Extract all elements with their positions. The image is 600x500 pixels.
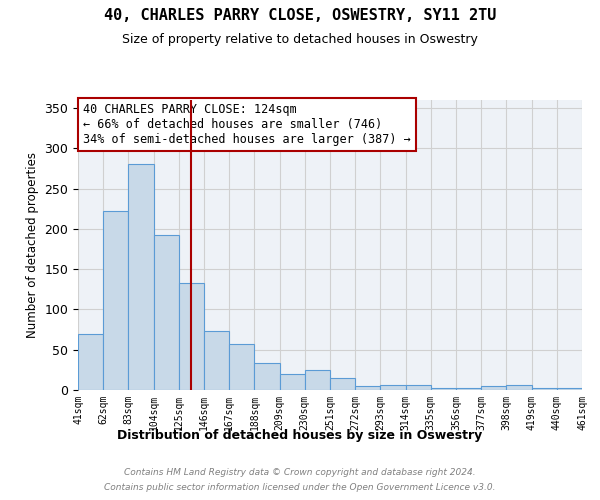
Bar — [532, 388, 557, 390]
Bar — [229, 344, 254, 390]
Bar — [557, 388, 582, 390]
Bar — [179, 283, 204, 390]
Text: Size of property relative to detached houses in Oswestry: Size of property relative to detached ho… — [122, 32, 478, 46]
Bar — [355, 386, 380, 390]
Bar — [305, 370, 330, 390]
Bar — [103, 211, 128, 390]
Bar — [481, 386, 506, 390]
Text: 40, CHARLES PARRY CLOSE, OSWESTRY, SY11 2TU: 40, CHARLES PARRY CLOSE, OSWESTRY, SY11 … — [104, 8, 496, 22]
Bar — [406, 385, 431, 390]
Bar — [154, 234, 179, 390]
Text: 40 CHARLES PARRY CLOSE: 124sqm
← 66% of detached houses are smaller (746)
34% of: 40 CHARLES PARRY CLOSE: 124sqm ← 66% of … — [83, 103, 411, 146]
Text: Contains HM Land Registry data © Crown copyright and database right 2024.: Contains HM Land Registry data © Crown c… — [124, 468, 476, 477]
Bar — [456, 388, 481, 390]
Bar — [204, 331, 229, 390]
Bar — [254, 362, 280, 390]
Text: Contains public sector information licensed under the Open Government Licence v3: Contains public sector information licen… — [104, 483, 496, 492]
Bar — [431, 388, 456, 390]
Bar — [128, 164, 154, 390]
Text: Distribution of detached houses by size in Oswestry: Distribution of detached houses by size … — [118, 428, 482, 442]
Bar — [380, 385, 406, 390]
Y-axis label: Number of detached properties: Number of detached properties — [26, 152, 39, 338]
Bar — [280, 374, 305, 390]
Bar — [330, 378, 355, 390]
Bar — [506, 385, 532, 390]
Bar — [78, 334, 103, 390]
